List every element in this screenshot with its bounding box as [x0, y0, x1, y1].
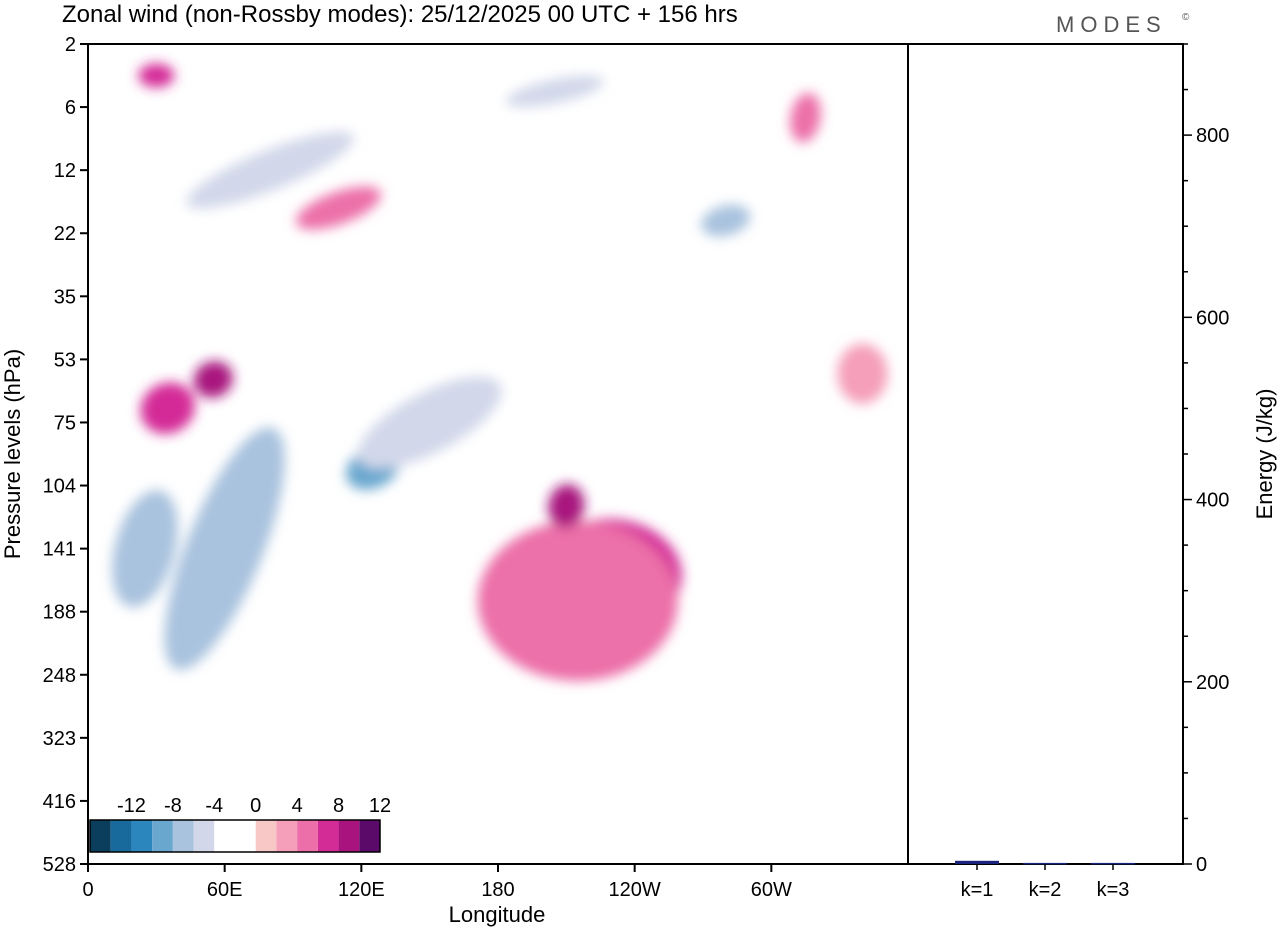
colorbar-swatch-6 [214, 820, 235, 852]
field-cell-10 [193, 361, 233, 398]
x-axis: 0 60E 120E 180 120W 60W [82, 864, 792, 901]
y-tick-label-0: 2 [65, 34, 76, 56]
colorbar-swatch-0 [90, 820, 111, 852]
field-cell-7 [701, 204, 751, 237]
colorbar-swatch-1 [110, 820, 132, 852]
colorbar-label-6: 12 [369, 795, 391, 817]
modes-logo-mark: © [1182, 12, 1190, 23]
y-tick-label-13: 528 [43, 854, 76, 876]
colorbar-swatch-2 [131, 820, 153, 852]
colorbar-label-5: 8 [333, 795, 344, 817]
y-tick-label-11: 323 [43, 728, 76, 750]
energy-tick-label-2: 400 [1196, 490, 1229, 512]
colorbar: -12 -8 -4 0 4 8 12 [89, 795, 391, 853]
field-cell-5 [357, 376, 502, 469]
energy-panel-frame [907, 43, 1184, 865]
colorbar-swatch-8 [255, 820, 277, 852]
colorbar-swatch-9 [276, 820, 298, 852]
y-tick-label-5: 53 [54, 349, 76, 371]
y-tick-label-8: 141 [43, 539, 76, 561]
colorbar-swatch-13 [359, 820, 380, 852]
field-cell-6 [186, 131, 355, 209]
y-tick-label-9: 188 [43, 602, 76, 624]
x-tick-label-2: 120E [338, 879, 385, 901]
colorbar-swatch-12 [338, 820, 360, 852]
y-tick-label-6: 75 [54, 412, 76, 434]
energy-tick-label-0: 0 [1196, 854, 1207, 876]
colorbar-swatch-3 [152, 820, 173, 852]
field-cell-14 [477, 520, 678, 681]
colorbar-label-3: 0 [250, 795, 261, 817]
colorbar-swatch-10 [297, 820, 318, 852]
colorbar-swatch-7 [235, 820, 256, 852]
colorbar-label-1: -8 [164, 795, 182, 817]
x-tick-label-5: 60W [751, 879, 792, 901]
chart-title: Zonal wind (non-Rossby modes): 25/12/202… [62, 1, 738, 28]
field-cell-15 [548, 484, 585, 528]
y-tick-label-10: 248 [43, 665, 76, 687]
heatmap-field [88, 44, 908, 864]
field-cell-2 [164, 427, 285, 670]
energy-bar-k=3 [1091, 862, 1135, 865]
energy-bar-k=2 [1023, 862, 1067, 865]
modes-logo: MODES [1056, 12, 1167, 37]
energy-axis-label: Energy (J/kg) [1252, 389, 1277, 520]
energy-panel: 0 200 400 600 800 k=1 k=2 k=3 [955, 43, 1229, 901]
field-cell-11 [295, 186, 382, 230]
field-cell-8 [505, 75, 604, 107]
x-tick-label-4: 120W [609, 879, 661, 901]
field-cell-17 [837, 343, 888, 404]
field-cell-16 [790, 92, 821, 143]
y-tick-label-1: 6 [65, 97, 76, 119]
field-cell-9 [140, 382, 196, 434]
energy-tick-label-3: 600 [1196, 307, 1229, 329]
x-axis-label: Longitude [449, 902, 546, 927]
colorbar-swatch-11 [317, 820, 339, 852]
colorbar-swatch-5 [193, 820, 215, 852]
energy-tick-label-4: 800 [1196, 125, 1229, 147]
colorbar-label-0: -12 [117, 795, 146, 817]
y-tick-label-4: 35 [54, 286, 76, 308]
colorbar-swatch-4 [172, 820, 194, 852]
y-tick-label-7: 104 [43, 476, 76, 498]
y-tick-label-12: 416 [43, 791, 76, 813]
colorbar-label-4: 4 [292, 795, 303, 817]
y-tick-label-3: 22 [54, 223, 76, 245]
colorbar-label-2: -4 [205, 795, 223, 817]
x-tick-label-3: 180 [481, 879, 514, 901]
y-axis: 2 6 12 22 35 53 75 104 141 188 248 323 416 528 [43, 34, 88, 876]
energy-bar-label-1: k=2 [1029, 879, 1062, 901]
energy-bar-label-0: k=1 [961, 879, 994, 901]
energy-tick-label-1: 200 [1196, 672, 1229, 694]
field-cell-3 [112, 490, 178, 608]
y-axis-label: Pressure levels (hPa) [0, 349, 25, 559]
x-tick-label-0: 0 [82, 879, 93, 901]
energy-bar-label-2: k=3 [1097, 879, 1130, 901]
x-tick-label-1: 60E [207, 879, 243, 901]
field-cell-12 [138, 63, 175, 88]
energy-bar-k=1 [955, 860, 999, 864]
y-tick-label-2: 12 [54, 160, 76, 182]
